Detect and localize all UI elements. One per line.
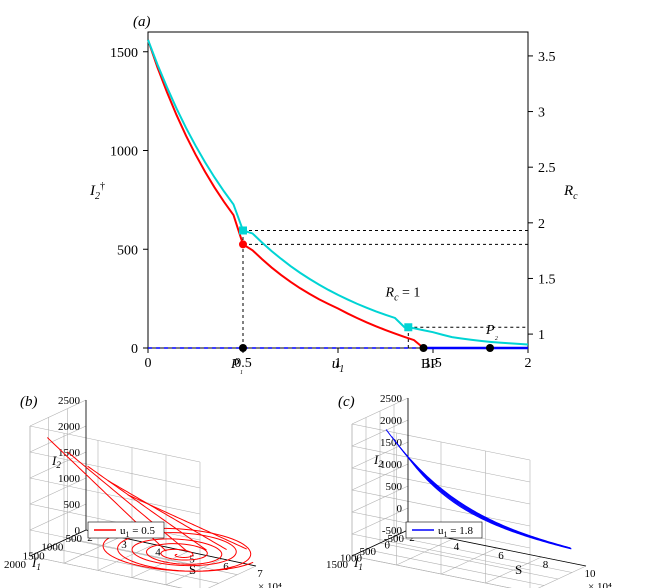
svg-text:1500: 1500 (326, 559, 349, 571)
svg-text:6: 6 (498, 550, 504, 562)
svg-text:u1 = 0.5: u1 = 0.5 (120, 525, 155, 539)
svg-text:1000: 1000 (110, 145, 138, 160)
x-axis-label: u1 (332, 356, 345, 375)
svg-text:× 10⁴: × 10⁴ (588, 581, 612, 588)
svg-text:500: 500 (360, 546, 377, 558)
red-dot (239, 240, 247, 248)
svg-text:4: 4 (454, 541, 460, 553)
svg-text:500: 500 (64, 499, 81, 511)
svg-text:1000: 1000 (380, 459, 403, 471)
red-curve (148, 40, 424, 348)
svg-text:1: 1 (538, 328, 545, 343)
svg-text:(b): (b) (20, 394, 38, 410)
P1 (239, 344, 247, 352)
svg-text:u1 = 1.8: u1 = 1.8 (438, 525, 473, 539)
svg-text:2.5: 2.5 (538, 161, 556, 176)
svg-text:2000: 2000 (58, 421, 81, 433)
svg-text:0: 0 (145, 356, 152, 371)
svg-text:500: 500 (117, 243, 138, 258)
y-left-label: I2† (89, 181, 105, 202)
svg-text:1000: 1000 (41, 542, 64, 554)
svg-text:7: 7 (257, 568, 263, 580)
svg-text:0: 0 (397, 503, 403, 515)
cyan-dot-1 (239, 226, 247, 234)
svg-text:8: 8 (543, 559, 549, 571)
svg-text:3.5: 3.5 (538, 50, 556, 65)
cyan-dot-2 (404, 323, 412, 331)
svg-text:1000: 1000 (58, 473, 81, 485)
panel-a: 00.511.52u1050010001500I2†11.522.533.5Rc… (89, 32, 578, 375)
panel-c: 246810-500050010001500-50005001000150020… (326, 393, 612, 588)
panel-b: 2345675001000150020000500100015002000250… (4, 394, 282, 588)
svg-text:P₂: P₂ (485, 323, 499, 341)
svg-text:S: S (515, 562, 522, 577)
svg-text:500: 500 (386, 481, 403, 493)
BP (420, 344, 428, 352)
svg-text:2500: 2500 (58, 395, 81, 407)
svg-text:1.5: 1.5 (538, 272, 556, 287)
svg-text:I2: I2 (373, 452, 383, 469)
y-right-label: Rc (563, 183, 578, 202)
svg-text:2: 2 (525, 356, 532, 371)
cyan-curve (148, 40, 528, 345)
svg-text:1500: 1500 (380, 437, 403, 449)
svg-text:2000: 2000 (4, 559, 27, 571)
svg-text:2500: 2500 (380, 393, 403, 405)
svg-text:0: 0 (385, 540, 391, 552)
svg-text:0: 0 (75, 525, 81, 537)
panel-a-label: (a) (133, 14, 151, 30)
svg-text:(c): (c) (338, 394, 355, 410)
svg-text:2000: 2000 (380, 415, 403, 427)
P2 (486, 344, 494, 352)
svg-text:× 10⁴: × 10⁴ (258, 581, 282, 588)
svg-text:1500: 1500 (110, 46, 138, 61)
svg-text:0: 0 (131, 342, 138, 357)
svg-text:4: 4 (155, 546, 161, 558)
svg-text:10: 10 (585, 568, 597, 580)
rc-equals-1-label: Rc = 1 (385, 286, 421, 304)
svg-text:2: 2 (538, 217, 545, 232)
svg-text:3: 3 (538, 106, 545, 121)
svg-text:6: 6 (223, 561, 229, 573)
svg-text:-500: -500 (382, 525, 403, 537)
svg-text:BP: BP (421, 357, 438, 372)
